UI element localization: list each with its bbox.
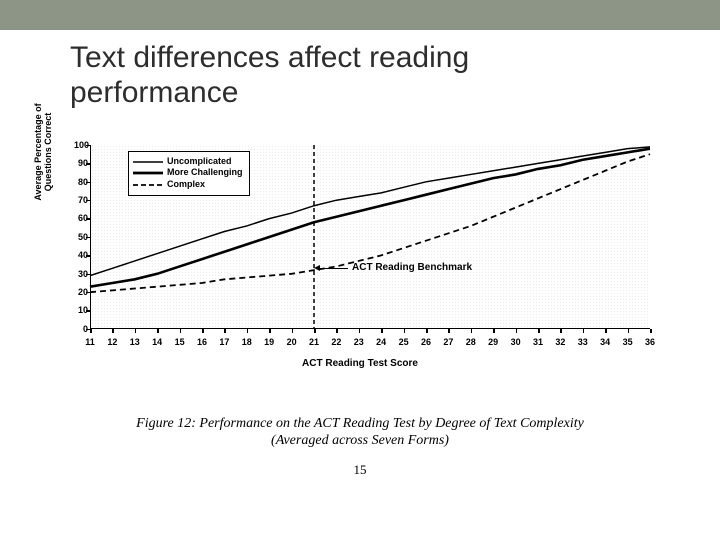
legend-label: Uncomplicated <box>167 156 232 168</box>
x-tick-label: 22 <box>331 337 341 347</box>
y-axis-label: Average Percentage of Questions Correct <box>34 97 54 207</box>
legend-label: More Challenging <box>167 167 243 179</box>
x-tick-label: 17 <box>219 337 229 347</box>
x-tick-label: 16 <box>197 337 207 347</box>
legend-item: Uncomplicated <box>133 156 243 168</box>
x-tick-label: 27 <box>443 337 453 347</box>
x-tick-label: 28 <box>466 337 476 347</box>
header-bar <box>0 0 720 30</box>
x-tick-label: 31 <box>533 337 543 347</box>
x-tick-label: 32 <box>555 337 565 347</box>
x-tick-label: 35 <box>623 337 633 347</box>
x-tick-label: 13 <box>130 337 140 347</box>
x-tick-label: 12 <box>107 337 117 347</box>
x-tick-label: 19 <box>264 337 274 347</box>
x-tick-label: 18 <box>242 337 252 347</box>
legend-item: Complex <box>133 179 243 191</box>
x-tick-label: 11 <box>85 337 95 347</box>
x-tick-label: 24 <box>376 337 386 347</box>
x-tick-label: 26 <box>421 337 431 347</box>
slide-title: Text differences affect reading performa… <box>0 30 720 145</box>
chart-figure: Average Percentage of Questions Correct … <box>40 145 680 405</box>
x-tick-label: 23 <box>354 337 364 347</box>
x-tick-label: 36 <box>645 337 655 347</box>
caption-line-1: Figure 12: Performance on the ACT Readin… <box>136 416 584 431</box>
title-line-1: Text differences affect reading <box>70 41 469 74</box>
benchmark-label: ACT Reading Benchmark <box>352 262 472 273</box>
x-tick-label: 14 <box>152 337 162 347</box>
x-tick-label: 34 <box>600 337 610 347</box>
title-line-2: performance <box>70 76 238 109</box>
chart-legend: Uncomplicated More Challenging Complex <box>128 151 250 196</box>
page-number: 15 <box>0 462 720 478</box>
benchmark-arrow-icon <box>318 268 348 269</box>
x-tick-label: 21 <box>309 337 319 347</box>
x-axis-label: ACT Reading Test Score <box>40 358 680 369</box>
x-tick-label: 15 <box>175 337 185 347</box>
x-tick-label: 25 <box>399 337 409 347</box>
figure-caption: Figure 12: Performance on the ACT Readin… <box>0 415 720 450</box>
x-tick-label: 30 <box>511 337 521 347</box>
x-tick-label: 29 <box>488 337 498 347</box>
x-tick-label: 20 <box>287 337 297 347</box>
x-tick-label: 33 <box>578 337 588 347</box>
legend-item: More Challenging <box>133 167 243 179</box>
caption-line-2: (Averaged across Seven Forms) <box>271 433 449 448</box>
legend-label: Complex <box>167 179 205 191</box>
